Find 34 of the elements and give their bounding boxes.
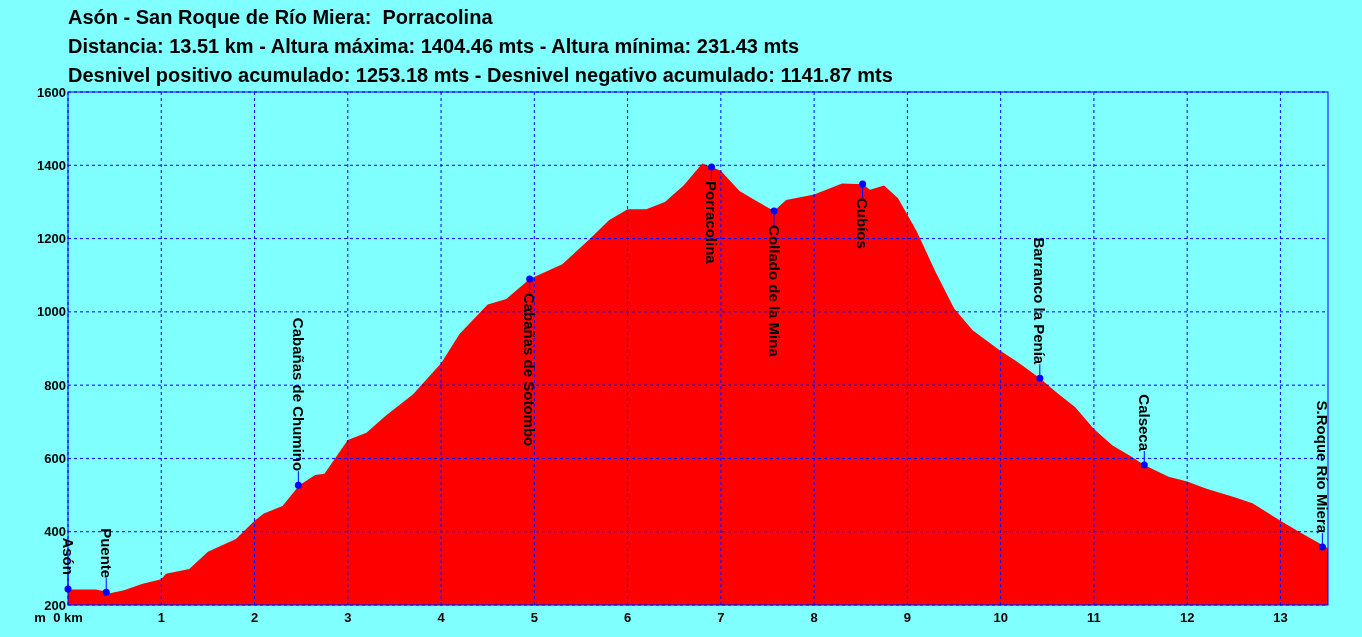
annotation: Asón	[59, 537, 77, 575]
x-tick-label: 12	[1179, 610, 1195, 625]
x-tick-label: 7	[717, 610, 725, 625]
x-tick-label: 2	[250, 610, 259, 625]
x-tick-label: 6	[623, 610, 632, 625]
x-tick-label: 5	[530, 610, 538, 625]
x-tick-label: 4	[437, 610, 446, 625]
x-tick-label: 13	[1273, 610, 1288, 625]
y-tick-label: 600	[44, 450, 66, 466]
y-tick-label: 200	[44, 597, 66, 613]
x-tick-label: 0 km	[53, 610, 83, 625]
y-tick-label: 800	[44, 377, 66, 393]
annotation: Cabañas de Sotombo	[521, 292, 539, 447]
y-tick-label: 1200	[37, 231, 66, 247]
x-tick-label: 3	[344, 610, 352, 625]
x-tick-label: 9	[903, 610, 911, 625]
chart-subtitle: Distancia: 13.51 km - Altura máxima: 1404.46 mts - Altura mínima: 231.43 mts Desnivel positivo acumulado: 1253.18 mts - Desnivel negativo acumulado: 1141.87 mts	[68, 35, 893, 86]
x-tick-label: 1	[157, 610, 165, 625]
annotation: Cubíos	[854, 197, 872, 249]
annotation: Cabañas de Chumino	[289, 317, 307, 472]
chart-title: Asón - San Roque de Río Miera: Porracolina	[68, 6, 494, 28]
y-axis-title: m	[34, 610, 46, 625]
annotation: Porracolina	[703, 181, 721, 265]
x-tick-label: 8	[810, 610, 818, 625]
annotation: Collado de la Mina	[765, 225, 783, 358]
y-tick-label: 1400	[37, 157, 66, 173]
x-tick-label: 11	[1087, 610, 1101, 625]
annotation: Calseca	[1135, 394, 1153, 452]
annotation: Barranco la Penía	[1031, 237, 1049, 365]
x-tick-label: 10	[993, 610, 1008, 625]
annotation: S.Roque Río Miera	[1313, 400, 1331, 534]
annotation: Puente	[97, 528, 115, 579]
y-tick-label: 1600	[37, 84, 66, 100]
y-tick-label: 1000	[37, 304, 66, 320]
